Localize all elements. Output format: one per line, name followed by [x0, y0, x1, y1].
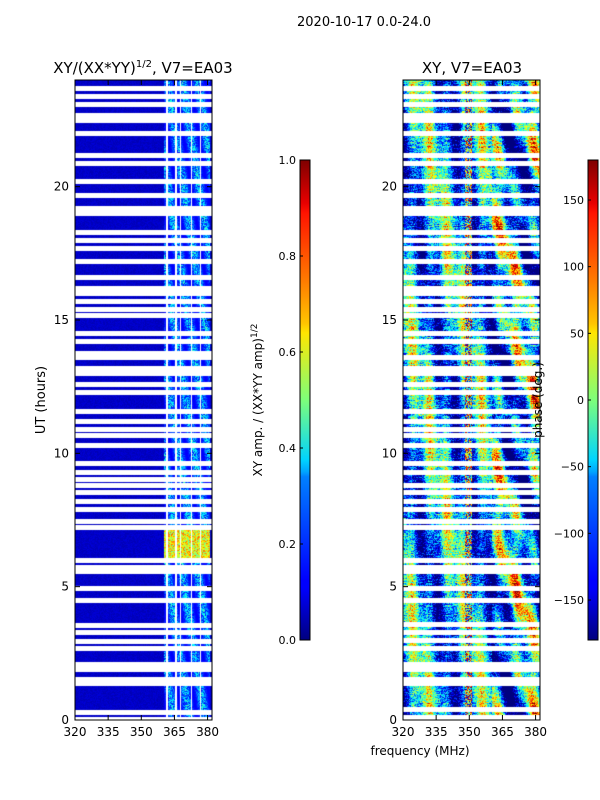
amplitude-y-tick-label: 15 [54, 313, 69, 327]
phase-colorbar-tick-label: −100 [554, 527, 584, 540]
amplitude-x-tick-label: 380 [196, 725, 219, 739]
phase-y-tick-label: 20 [382, 180, 397, 194]
phase-colorbar-tick-label: 150 [563, 194, 584, 207]
phase-x-tick-label: 335 [425, 725, 448, 739]
phase-y-tick-label: 15 [382, 313, 397, 327]
figure-title: 2020-10-17 0.0-24.0 [297, 15, 431, 30]
phase-y-ticks: 0 5 10 15 20 [382, 180, 540, 727]
amplitude-colorbar-tick-label: 0.2 [279, 538, 297, 551]
phase-y-tick-label: 5 [389, 580, 397, 594]
amplitude-colorbar-tick-label: 0.0 [279, 634, 297, 647]
phase-x-tick-label: 365 [491, 725, 514, 739]
amplitude-y-ticks: 0 5 10 15 20 [54, 180, 212, 727]
amplitude-colorbar: 0.0 0.2 0.4 0.6 0.8 1.0 XY amp. / (XX*YY amp)… [250, 154, 311, 647]
phase-x-tick-label: 350 [458, 725, 481, 739]
amplitude-x-tick-label: 335 [97, 725, 120, 739]
phase-y-tick-label: 0 [389, 713, 397, 727]
phase-y-tick-label: 10 [382, 446, 397, 460]
amplitude-panel: XY/(XX*YY)1/2, V7=EA03 320 335 350 365 380 0… [34, 59, 233, 739]
phase-axes-frame [402, 79, 541, 721]
phase-colorbar-tick-label: −150 [554, 594, 584, 607]
frequency-axis-label: frequency (MHz) [370, 744, 469, 758]
amplitude-colorbar-tick-label: 0.8 [279, 250, 297, 263]
amplitude-axes-frame [74, 79, 213, 721]
amplitude-x-tick-label: 350 [130, 725, 153, 739]
amplitude-x-ticks: 320 335 350 365 380 [64, 80, 219, 739]
amplitude-y-tick-label: 20 [54, 180, 69, 194]
phase-panel: XY, V7=EA03 320 335 350 365 380 0 5 10 15 20 [382, 59, 547, 739]
phase-colorbar-tick-label: −50 [561, 461, 584, 474]
phase-colorbar-label: phase (deg.) [531, 362, 545, 438]
amplitude-colorbar-ticks: 0.0 0.2 0.4 0.6 0.8 1.0 [279, 154, 303, 647]
amplitude-x-tick-label: 365 [163, 725, 186, 739]
phase-heatmap [403, 80, 540, 720]
phase-x-tick-label: 320 [392, 725, 415, 739]
phase-colorbar-ticks: −150 −100 −50 0 50 100 150 [554, 194, 591, 607]
phase-x-tick-label: 380 [524, 725, 547, 739]
amplitude-colorbar-gradient [299, 159, 311, 641]
phase-colorbar-tick-label: 100 [563, 261, 584, 274]
amplitude-y-axis-label: UT (hours) [34, 366, 49, 434]
amplitude-heatmap [75, 80, 212, 720]
amplitude-colorbar-tick-label: 0.4 [279, 442, 297, 455]
amplitude-colorbar-tick-label: 0.6 [279, 346, 297, 359]
amplitude-y-tick-label: 10 [54, 446, 69, 460]
phase-x-ticks: 320 335 350 365 380 [392, 80, 547, 739]
amplitude-y-tick-label: 5 [61, 580, 69, 594]
amplitude-x-tick-label: 320 [64, 725, 87, 739]
amplitude-colorbar-tick-label: 1.0 [279, 154, 297, 167]
phase-colorbar-tick-label: 50 [570, 327, 584, 340]
amplitude-y-tick-label: 0 [61, 713, 69, 727]
amplitude-colorbar-label: XY amp. / (XX*YY amp)1/2 [250, 324, 265, 477]
phase-colorbar: −150 −100 −50 0 50 100 150 phase (deg.) [531, 159, 599, 641]
phase-colorbar-tick-label: 0 [577, 394, 584, 407]
amplitude-panel-title: XY/(XX*YY)1/2, V7=EA03 [53, 59, 232, 77]
phase-panel-title: XY, V7=EA03 [422, 59, 522, 77]
